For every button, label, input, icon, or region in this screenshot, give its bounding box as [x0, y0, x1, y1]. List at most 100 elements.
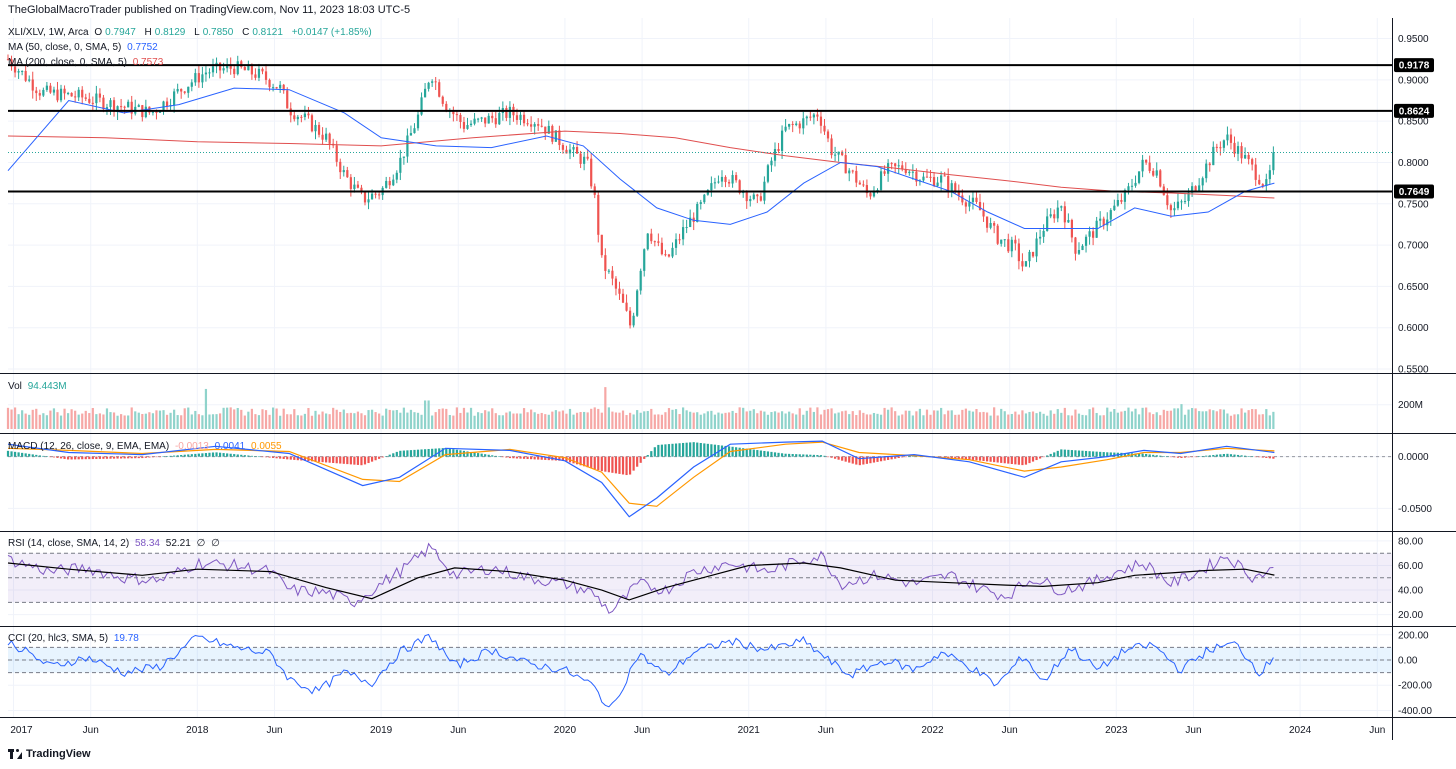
volume-bar: [346, 413, 349, 429]
volume-bar: [756, 413, 759, 429]
macd-histogram-bar: [703, 443, 706, 457]
cci-pane[interactable]: [7, 633, 1392, 708]
macd-histogram-bar: [105, 456, 109, 459]
volume-bar: [519, 413, 522, 429]
candle-body: [1056, 207, 1059, 219]
candle-body: [1102, 218, 1105, 226]
macd-histogram-bar: [749, 449, 752, 457]
macd-histogram-bar: [795, 454, 798, 457]
candle-body: [1106, 219, 1109, 226]
candle-body: [180, 88, 183, 92]
volume-bar: [363, 415, 367, 429]
candle-body: [897, 165, 900, 167]
volume-bar: [1254, 409, 1257, 429]
candle-body: [1042, 230, 1045, 237]
tradingview-brand[interactable]: TradingView: [8, 748, 91, 760]
macd-histogram-bar: [1106, 452, 1109, 457]
candle-body: [1000, 239, 1003, 244]
macd-histogram-bar: [879, 456, 883, 462]
candle-body: [127, 101, 130, 108]
macd-histogram-bar: [689, 442, 692, 457]
macd-histogram-bar: [964, 456, 967, 460]
macd-histogram-bar: [236, 454, 239, 457]
macd-histogram-bar: [197, 453, 200, 457]
volume-bar: [1088, 409, 1091, 429]
volume-bar: [257, 415, 261, 429]
candle-body: [148, 106, 151, 113]
rsi-legend[interactable]: RSI (14, close, SMA, 14, 2) 58.34 52.21 …: [8, 538, 223, 549]
symbol-label[interactable]: XLI/XLV, 1W, Arca: [8, 27, 89, 38]
candle-body: [105, 107, 109, 110]
macd-histogram-bar: [289, 456, 292, 460]
ma50-value: 0.7752: [127, 42, 158, 53]
volume-bar: [703, 413, 706, 429]
rsi-pane[interactable]: [7, 542, 1392, 614]
volume-bar: [1190, 408, 1194, 429]
candle-body: [413, 128, 416, 134]
macd-histogram-bar: [611, 456, 614, 473]
macd-histogram-bar: [109, 456, 112, 459]
candle-body: [1010, 239, 1013, 252]
macd-histogram-bar: [42, 455, 45, 457]
volume-bar: [727, 412, 731, 429]
volume-bar: [883, 407, 886, 429]
candle-body: [625, 302, 628, 311]
macd-histogram-bar: [314, 456, 317, 462]
volume-bar: [169, 412, 172, 429]
candle-body: [1152, 170, 1155, 176]
macd-histogram-bar: [636, 456, 639, 467]
macd-histogram-bar: [579, 456, 582, 466]
candle-body: [268, 79, 271, 88]
macd-pane[interactable]: [6, 440, 1392, 518]
candle-body: [1212, 146, 1215, 166]
volume-bar: [1155, 412, 1158, 429]
candle-body: [1194, 186, 1197, 191]
macd-histogram-bar: [855, 456, 858, 465]
candle-body: [925, 176, 929, 178]
volume-bar: [1014, 411, 1017, 429]
macd-histogram-bar: [296, 456, 299, 461]
candle-body: [777, 149, 780, 151]
volume-bar: [876, 413, 879, 429]
candle-body: [727, 182, 731, 184]
candle-body: [812, 114, 815, 118]
volume-bar: [183, 408, 186, 429]
cci-label: CCI (20, hlc3, SMA, 5): [8, 633, 109, 644]
volume-bar: [515, 413, 519, 429]
close-value: C 0.8121: [242, 27, 283, 38]
vol-legend[interactable]: Vol 94.443M: [8, 381, 70, 392]
volume-pane[interactable]: [6, 387, 1275, 429]
volume-bar: [328, 414, 331, 429]
macd-histogram-bar: [763, 450, 766, 457]
time-axis[interactable]: 2017 Jun 2018 Jun 2019 Jun 2020 Jun 2021 Jun 2022 J…: [10, 725, 1385, 736]
cci-axis-label: -400.00: [1398, 706, 1432, 717]
volume-bar: [98, 413, 101, 429]
macd-histogram-bar: [590, 456, 593, 469]
volume-bar: [445, 408, 448, 429]
candle-body: [1226, 134, 1229, 141]
cci-axis-label: 200.00: [1398, 630, 1429, 641]
price-axis[interactable]: 0.9500 0.9000 0.8500 0.8000 0.7500 0.7000 0.65…: [1394, 34, 1434, 717]
candle-body: [13, 66, 17, 73]
volume-bar: [660, 414, 663, 429]
ma200-legend[interactable]: MA (200, close, 0, SMA, 5) 0.7573: [8, 57, 166, 68]
volume-bar: [148, 412, 151, 429]
macd-histogram-bar: [798, 454, 801, 457]
ma50-legend[interactable]: MA (50, close, 0, SMA, 5) 0.7752: [8, 42, 161, 53]
cci-legend[interactable]: CCI (20, hlc3, SMA, 5) 19.78: [8, 633, 142, 644]
volume-bar: [759, 410, 762, 429]
volume-bar: [565, 413, 568, 429]
macd-legend[interactable]: MACD (12, 26, close, 9, EMA, EMA) -0.001…: [8, 441, 285, 452]
candle-body: [423, 88, 427, 98]
macd-histogram-bar: [346, 456, 349, 465]
price-pane[interactable]: [6, 54, 1392, 329]
volume-bar: [848, 414, 851, 429]
main-axis-label: 0.6000: [1398, 323, 1429, 334]
candle-body: [572, 147, 575, 150]
macd-histogram-bar: [1049, 453, 1052, 457]
macd-histogram-bar: [45, 456, 48, 457]
volume-bar: [777, 412, 780, 429]
volume-bar: [1208, 409, 1211, 429]
macd-histogram-bar: [240, 454, 243, 457]
